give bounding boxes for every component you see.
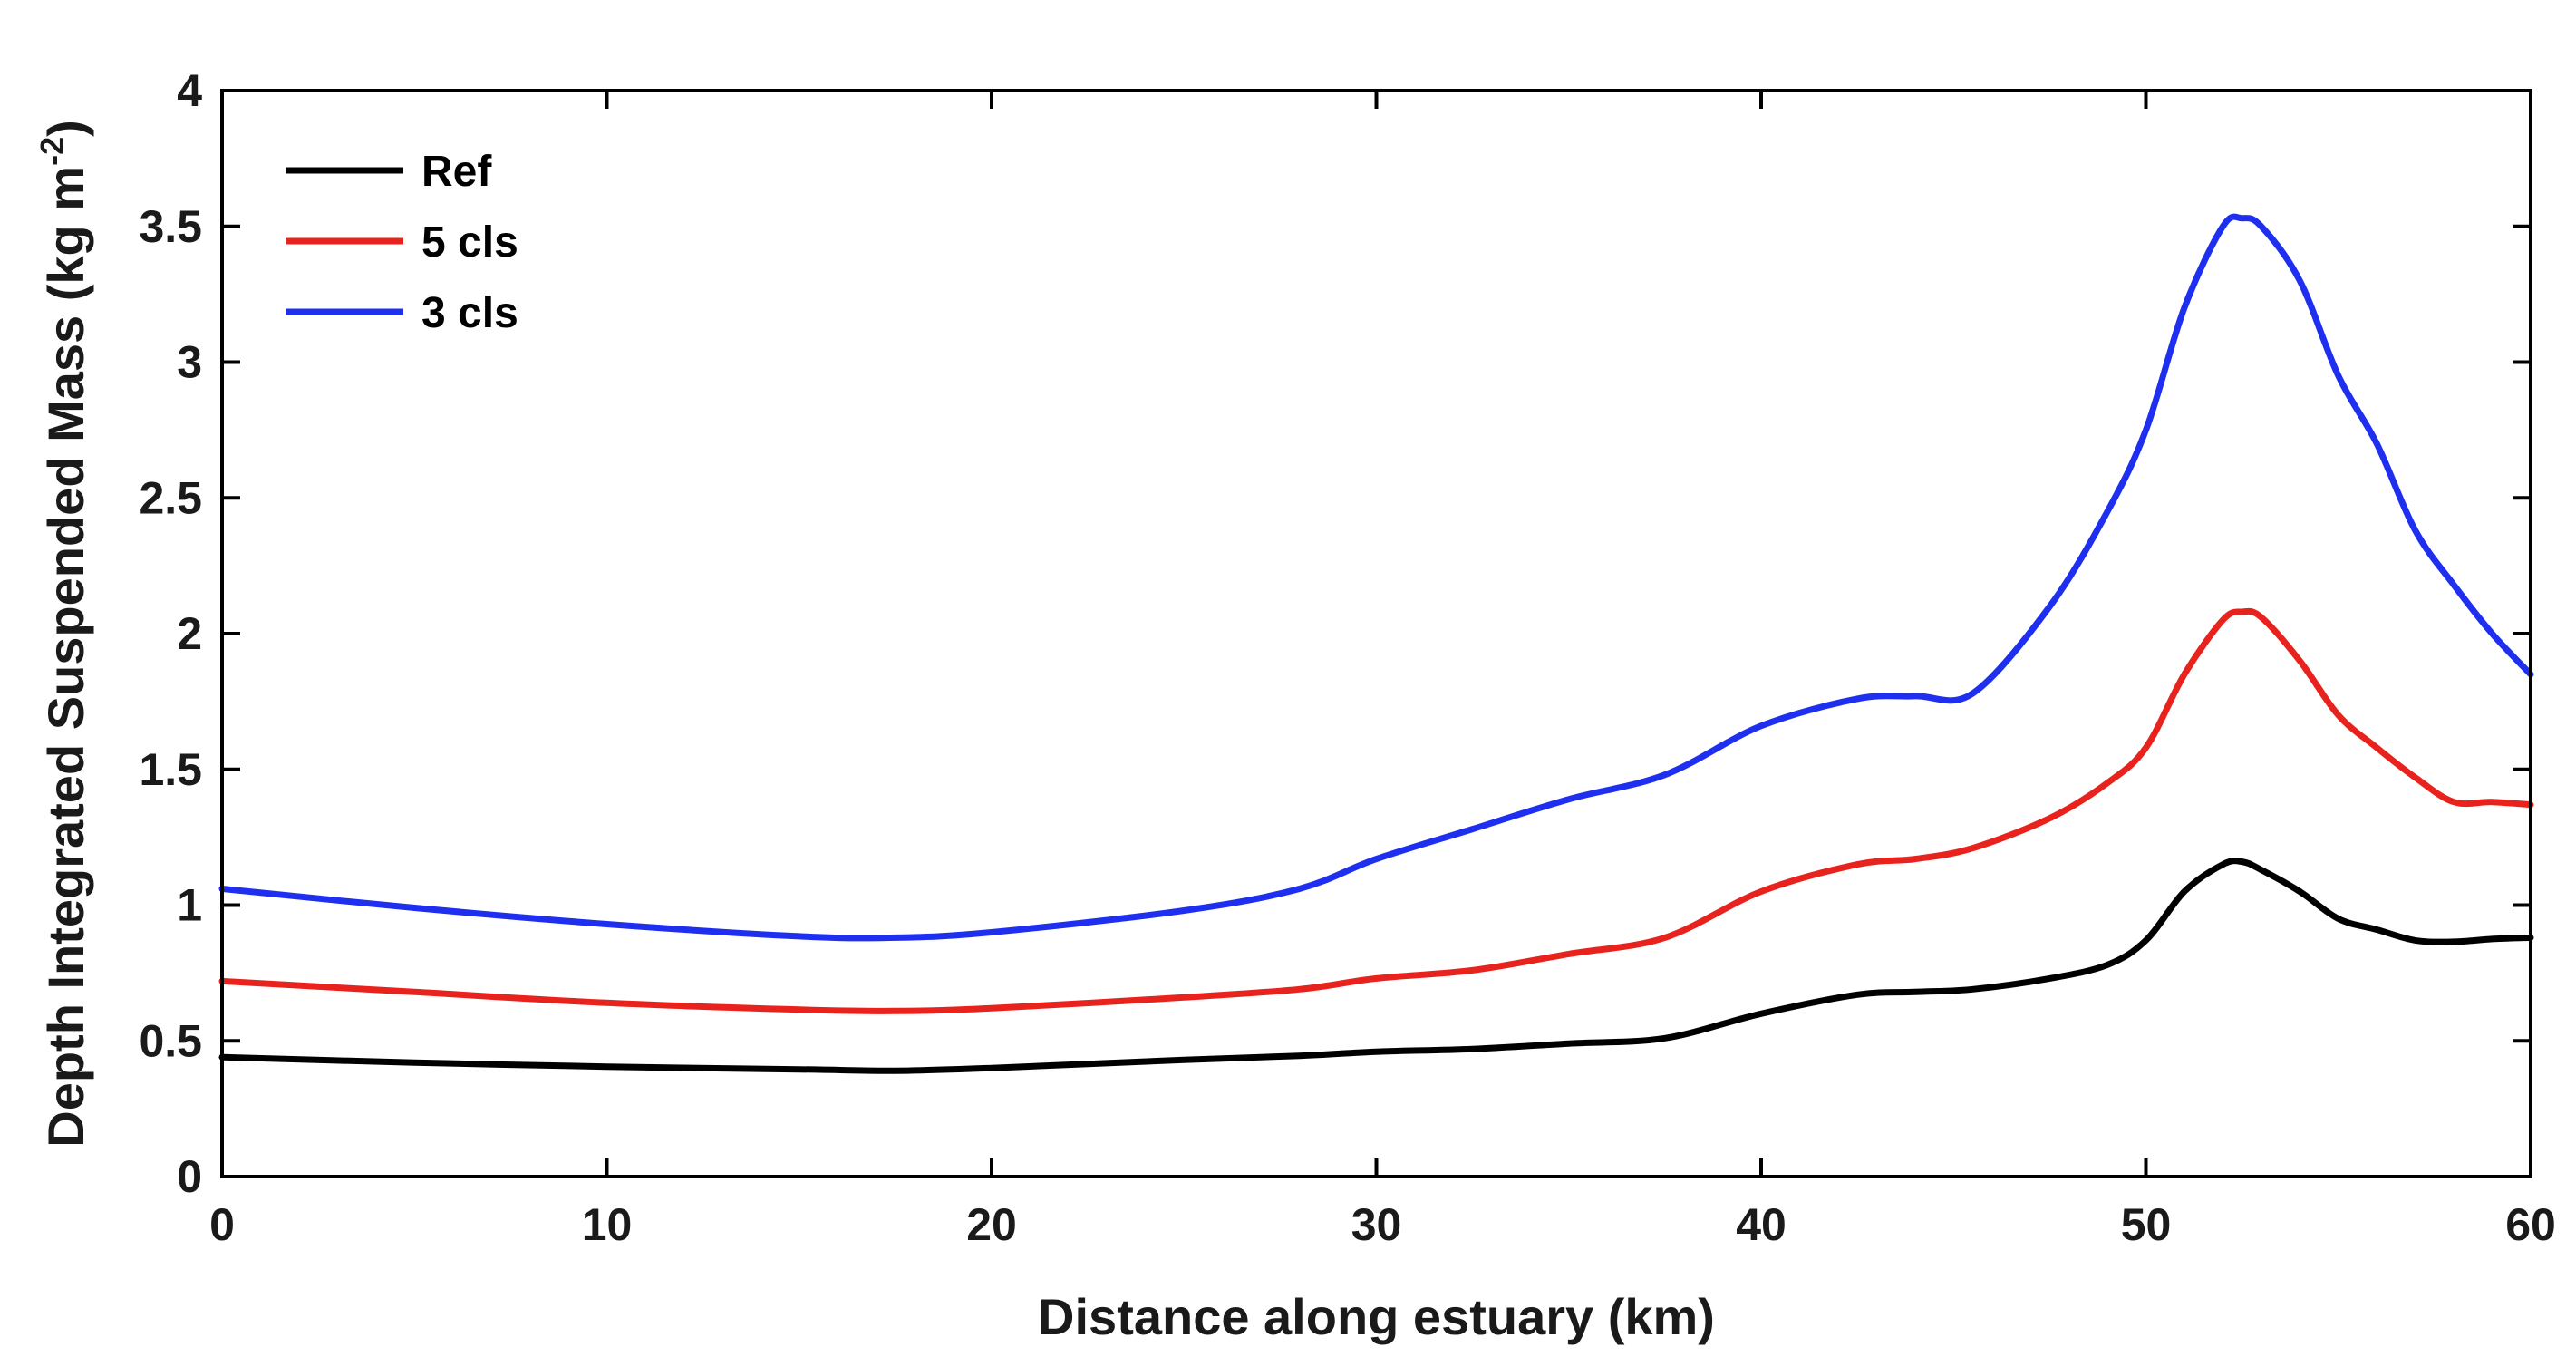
axis-ticks (220, 89, 2532, 1178)
series-line-ref (218, 858, 2534, 1074)
y-tick-label: 1 (177, 880, 202, 931)
y-tick-label: 2.5 (139, 472, 202, 523)
series-line-5-cls (218, 607, 2534, 1014)
y-tick-label: 3.5 (139, 201, 202, 252)
x-tick-label: 0 (209, 1199, 235, 1250)
legend-label-5-cls: 5 cls (421, 218, 518, 267)
y-axis-label-close: ) (37, 120, 94, 137)
legend-label-3-cls: 3 cls (421, 289, 518, 337)
y-axis-label-superscript: -2 (34, 137, 71, 166)
legend-label-ref: Ref (421, 148, 492, 196)
y-tick-label: 3 (177, 337, 202, 388)
x-tick-label: 60 (2505, 1199, 2556, 1250)
x-tick-label: 20 (966, 1199, 1017, 1250)
x-tick-label: 30 (1351, 1199, 1402, 1250)
tick-labels: 0 10 20 30 40 50 60 0 0.5 1 1.5 2 2.5 3 3.5 4 (139, 65, 2555, 1250)
x-tick-label: 50 (2121, 1199, 2172, 1250)
legend: Ref 5 cls 3 cls (286, 148, 518, 337)
y-tick-label: 0 (177, 1151, 202, 1202)
x-axis-label: Distance along estuary (km) (1038, 1288, 1715, 1345)
y-tick-label: 0.5 (139, 1015, 202, 1066)
x-tick-label: 10 (582, 1199, 633, 1250)
y-tick-label: 1.5 (139, 744, 202, 795)
series-line-3-cls (218, 213, 2534, 942)
y-axis-label: Depth Integrated Suspended Mass (kg m-2) (34, 120, 94, 1148)
y-axis-label-main: Depth Integrated Suspended Mass (kg m (37, 166, 94, 1148)
y-tick-label: 2 (177, 608, 202, 659)
series-lines (218, 213, 2534, 1074)
x-tick-label: 40 (1736, 1199, 1787, 1250)
y-tick-label: 4 (177, 65, 202, 116)
